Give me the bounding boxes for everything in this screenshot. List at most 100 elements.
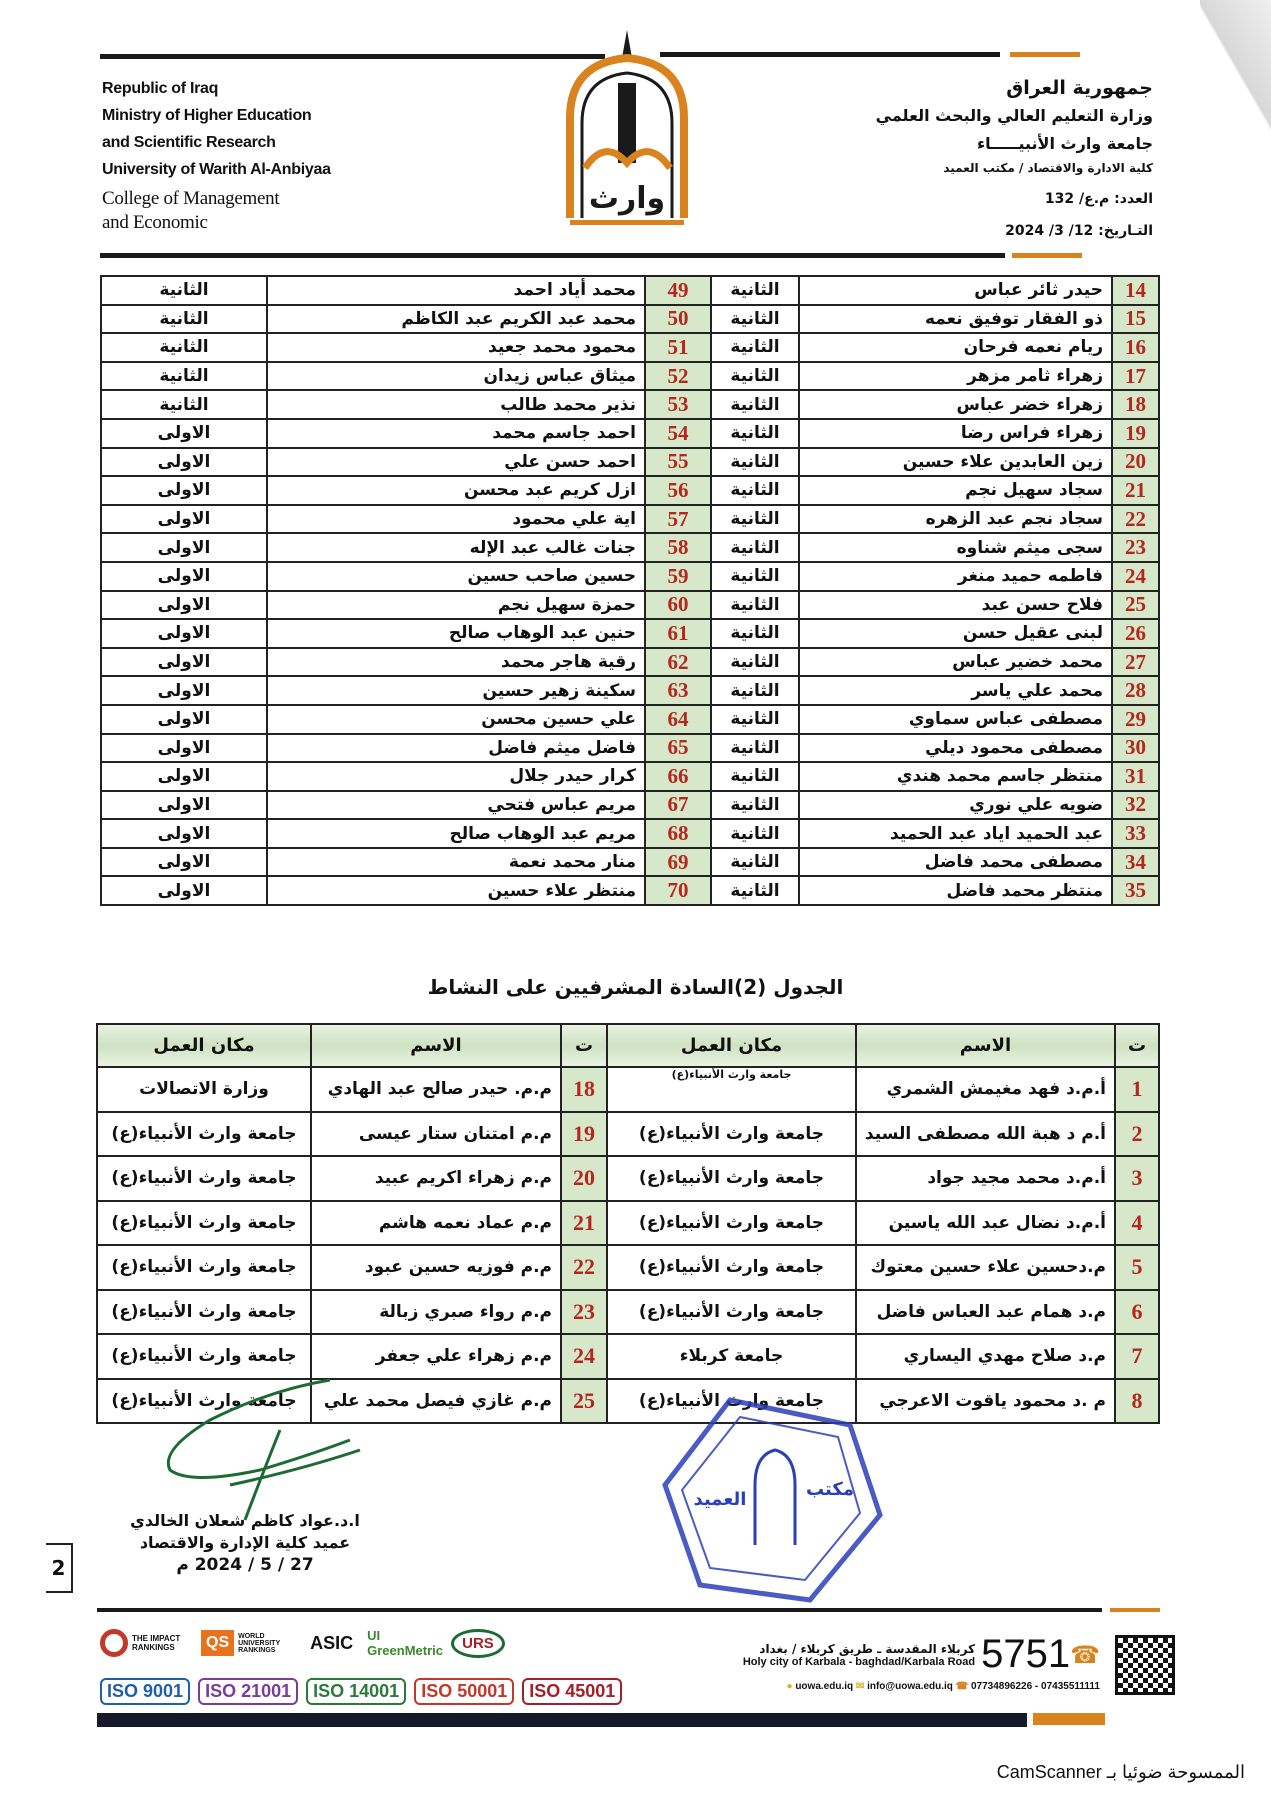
supervisor-number: 1: [1114, 1066, 1160, 1113]
table-row: 26 لبنى عقيل حسن الثانية 61 حنين عبد الوهاب …: [100, 618, 1160, 649]
supervisor-number: 23: [560, 1288, 608, 1335]
header-arabic: جمهورية العراق وزارة التعليم العالي والب…: [876, 74, 1153, 246]
student-stage: الثانية: [710, 818, 800, 849]
student-number: 29: [1111, 703, 1160, 735]
student-stage: الثانية: [710, 675, 800, 706]
table-row: 24 فاطمه حميد منغر الثانية 59 حسين صاحب حسين…: [100, 560, 1160, 592]
student-number: 31: [1111, 761, 1160, 792]
signature-date: 27 / 5 / 2024 م: [176, 1555, 314, 1575]
student-name: حيدر ثائر عباس: [798, 275, 1113, 306]
student-number: 65: [644, 732, 712, 764]
student-number: 18: [1111, 389, 1160, 420]
student-number: 16: [1111, 332, 1160, 363]
student-number: 62: [644, 646, 712, 678]
impact-rankings-logo: THE IMPACT RANKINGS: [100, 1629, 187, 1657]
student-name: ذو الفقار توفيق نعمه: [798, 303, 1113, 335]
table-row: 25 فلاح حسن عبد الثانية 60 حمزة سهيل نجم الاو…: [100, 589, 1160, 621]
student-stage: الاولى: [100, 589, 268, 621]
svg-text:مكتب: مكتب: [806, 1479, 854, 1500]
student-name: احمد جاسم محمد: [266, 417, 646, 449]
signatory-name: ا.د.عواد كاظم شعلان الخالدي: [130, 1511, 360, 1530]
header-ar-ministry: وزارة التعليم العالي والبحث العلمي: [875, 106, 1153, 125]
student-stage: الثانية: [710, 275, 800, 306]
student-number: 57: [644, 503, 712, 535]
email-link[interactable]: info@uowa.edu.iq: [867, 1681, 953, 1692]
phone-numbers: 07734896226 - 07435511111: [970, 1681, 1100, 1692]
header-bottom-accent: [1012, 253, 1082, 258]
supervisor-number: 25: [560, 1377, 608, 1424]
student-stage: الثانية: [710, 761, 800, 792]
student-number: 50: [644, 303, 712, 335]
header-en-college: and Economic: [102, 212, 208, 233]
globe-icon: ●: [786, 1681, 793, 1692]
supervisor-workplace: جامعة وارث الأنبياء(ع): [96, 1377, 312, 1424]
student-number: 64: [644, 703, 712, 735]
student-name: احمد حسن علي: [266, 446, 646, 478]
student-stage: الثانية: [100, 275, 268, 306]
student-number: 34: [1111, 846, 1160, 878]
table-row: 33 عبد الحميد اياد عبد الحميد الثانية 68 مري…: [100, 818, 1160, 849]
supervisor-workplace: جامعة وارث الأنبياء(ع): [606, 1155, 857, 1202]
col-header-number: ت: [560, 1023, 608, 1068]
student-number: 67: [644, 789, 712, 821]
qr-code[interactable]: [1115, 1635, 1175, 1695]
table-header-row: ت الاسم مكان العمل ت الاسم مكان العمل: [96, 1023, 1160, 1068]
student-name: مصطفى محمود ديلي: [798, 732, 1113, 764]
table-row: 30 مصطفى محمود ديلي الثانية 65 فاضل ميثم فاض…: [100, 732, 1160, 764]
iso-certification-badge: ISO 45001: [522, 1678, 623, 1705]
col-header-number: ت: [1114, 1023, 1160, 1068]
student-stage: الثانية: [100, 303, 268, 335]
signature-scribble: [150, 1370, 400, 1534]
table-row: 21 سجاد سهيل نجم الثانية 56 ازل كريم عبد محس…: [100, 475, 1160, 506]
footer-bottom-rule: [97, 1713, 1027, 1727]
student-name: فاضل ميثم فاضل: [266, 732, 646, 764]
website-link[interactable]: uowa.edu.iq: [795, 1681, 854, 1692]
supervisor-workplace: جامعة وارث الأنبياء(ع): [96, 1110, 312, 1157]
header-en-college: College of Management: [102, 188, 280, 209]
university-logo: وارث: [560, 28, 695, 228]
student-name: سكينة زهير حسين: [266, 675, 646, 706]
svg-text:وارث: وارث: [589, 181, 665, 216]
student-name: محمد أياد احمد: [266, 275, 646, 306]
student-name: سجاد سهيل نجم: [798, 475, 1113, 506]
supervisor-workplace: جامعة وارث الأنبياء(ع): [606, 1244, 857, 1291]
student-stage: الثانية: [710, 646, 800, 678]
student-stage: الاولى: [100, 732, 268, 764]
student-name: فاطمه حميد منغر: [798, 560, 1113, 592]
asic-logo: ASIC: [310, 1632, 354, 1653]
student-name: حمزة سهيل نجم: [266, 589, 646, 621]
table-row: 1 أ.م.د فهد مغيمش الشمري جامعة وارث الأنبي…: [96, 1066, 1160, 1113]
supervisor-name: م.م امتنان ستار عيسى: [310, 1110, 562, 1157]
student-stage: الثانية: [710, 618, 800, 649]
student-number: 66: [644, 761, 712, 792]
student-name: علي حسين محسن: [266, 703, 646, 735]
student-number: 22: [1111, 503, 1160, 535]
supervisor-workplace: جامعة وارث الأنبياء(ع): [96, 1288, 312, 1335]
table-row: 28 محمد علي ياسر الثانية 63 سكينة زهير حسين ا…: [100, 675, 1160, 706]
table-row: 5 م.دحسين علاء حسين معتوك جامعة وارث الأنب…: [96, 1244, 1160, 1291]
supervisor-name: م.م زهراء اكريم عبيد: [310, 1155, 562, 1202]
hotline-number: 5751: [981, 1632, 1071, 1676]
student-number: 56: [644, 475, 712, 506]
student-number: 60: [644, 589, 712, 621]
student-number: 69: [644, 846, 712, 878]
header-en-line: Ministry of Higher Education: [102, 107, 312, 124]
student-name: زهراء فراس رضا: [798, 417, 1113, 449]
footer-contact: كربلاء المقدسة ـ طريق كربلاء / بغداد Hol…: [740, 1632, 1100, 1692]
student-name: محمد خضير عباس: [798, 646, 1113, 678]
student-stage: الاولى: [100, 761, 268, 792]
student-name: منتظر محمد فاضل: [798, 875, 1113, 907]
table-row: 23 سجى ميثم شناوه الثانية 58 جنات غالب عبد ا…: [100, 532, 1160, 563]
student-name: مريم عباس فتحي: [266, 789, 646, 821]
student-name: مصطفى محمد فاضل: [798, 846, 1113, 878]
student-name: مصطفى عباس سماوي: [798, 703, 1113, 735]
student-number: 27: [1111, 646, 1160, 678]
supervisor-number: 6: [1114, 1288, 1160, 1335]
supervisor-number: 24: [560, 1333, 608, 1380]
ref-number: العدد: م.ع/ 132: [1044, 191, 1153, 207]
student-stage: الاولى: [100, 703, 268, 735]
student-number: 24: [1111, 560, 1160, 592]
student-number: 30: [1111, 732, 1160, 764]
table-row: 27 محمد خضير عباس الثانية 62 رقية هاجر محمد ا…: [100, 646, 1160, 678]
